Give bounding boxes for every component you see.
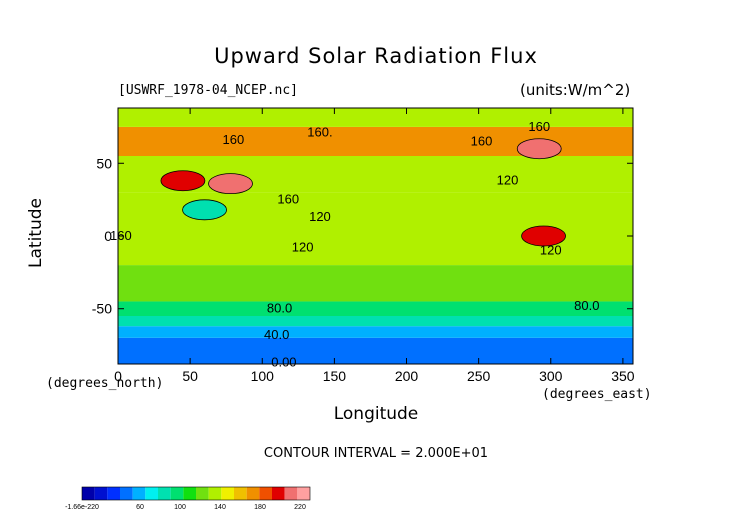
contour-label: 120 — [540, 243, 562, 258]
y-tick-label: 50 — [96, 155, 112, 171]
contour-label: 80.0 — [574, 298, 599, 313]
colorbar-swatch — [145, 487, 158, 500]
contour-label: 160 — [277, 192, 299, 207]
colorbar-swatch — [259, 487, 272, 500]
contour-label: 160 — [223, 132, 245, 147]
colorbar-swatch — [234, 487, 247, 500]
value-band — [118, 156, 633, 193]
contour-label: 160 — [471, 133, 493, 148]
colorbar-label: 140 — [214, 504, 226, 511]
x-axis-label: Longitude — [333, 404, 419, 424]
value-band — [118, 301, 633, 316]
colorbar-swatch — [284, 487, 298, 500]
value-band — [118, 337, 633, 364]
value-band — [118, 265, 633, 302]
hotspot — [521, 225, 566, 247]
chart-title: Upward Solar Radiation Flux — [214, 44, 538, 68]
colorbar-swatch — [82, 487, 95, 500]
contour-label: 40.0 — [264, 327, 289, 342]
contour-label: 120 — [309, 209, 331, 224]
colorbar-swatch — [272, 487, 285, 500]
x-tick-label: 150 — [323, 368, 347, 384]
hotspot — [516, 138, 562, 160]
colorbar-swatch — [107, 487, 120, 500]
x-tick-label: 0 — [114, 368, 122, 384]
hotspot — [160, 170, 206, 192]
contour-label: 80.0 — [267, 301, 292, 316]
colorbar-swatch — [132, 487, 146, 500]
x-tick-label: 350 — [611, 368, 635, 384]
colorbar-swatch — [221, 487, 234, 500]
contour-interval-text: CONTOUR INTERVAL = 2.000E+01 — [263, 446, 489, 461]
x-tick-label: 250 — [467, 368, 491, 384]
colorbar-label: -1.66e-220 — [65, 504, 99, 511]
hotspot — [208, 173, 253, 195]
colorbar-swatch — [196, 487, 209, 500]
colorbar-label: 220 — [294, 504, 306, 511]
units-label: (units:W/m^2) — [520, 81, 631, 99]
value-band — [118, 108, 633, 127]
colorbar-swatch — [94, 487, 108, 500]
x-tick-label: 300 — [539, 368, 563, 384]
x-tick-label: 100 — [251, 368, 275, 384]
colorbar-swatch — [158, 487, 171, 500]
colorbar-label: 60 — [136, 504, 144, 511]
y-units-label: (degrees_north) — [46, 376, 164, 391]
colorbar-swatch — [297, 487, 310, 500]
y-tick-label: 0 — [104, 228, 112, 244]
hotspot — [182, 199, 227, 221]
colorbar-swatch — [246, 487, 260, 500]
x-tick-label: 50 — [182, 368, 198, 384]
x-tick-label: 200 — [395, 368, 419, 384]
colorbar-label: 100 — [174, 504, 186, 511]
colorbar-swatch — [208, 487, 222, 500]
contour-label: 160. — [307, 125, 332, 140]
colorbar-swatch — [170, 487, 184, 500]
colorbar-frame — [81, 486, 311, 501]
file-label: [USWRF_1978-04_NCEP.nc] — [118, 83, 299, 98]
contour-label: 120 — [497, 173, 519, 188]
x-units-label: (degrees_east) — [542, 387, 652, 402]
colorbar-swatch — [120, 487, 133, 500]
colorbar-swatch — [183, 487, 196, 500]
contour-label: 120 — [292, 240, 314, 255]
colorbar-label: 180 — [254, 504, 266, 511]
contour-label: 160 — [528, 119, 550, 134]
value-band — [118, 326, 633, 338]
y-tick-label: -50 — [92, 301, 112, 317]
contour-label: 160 — [110, 228, 132, 243]
value-band — [118, 316, 633, 327]
contour-label: 0.00 — [271, 355, 296, 370]
